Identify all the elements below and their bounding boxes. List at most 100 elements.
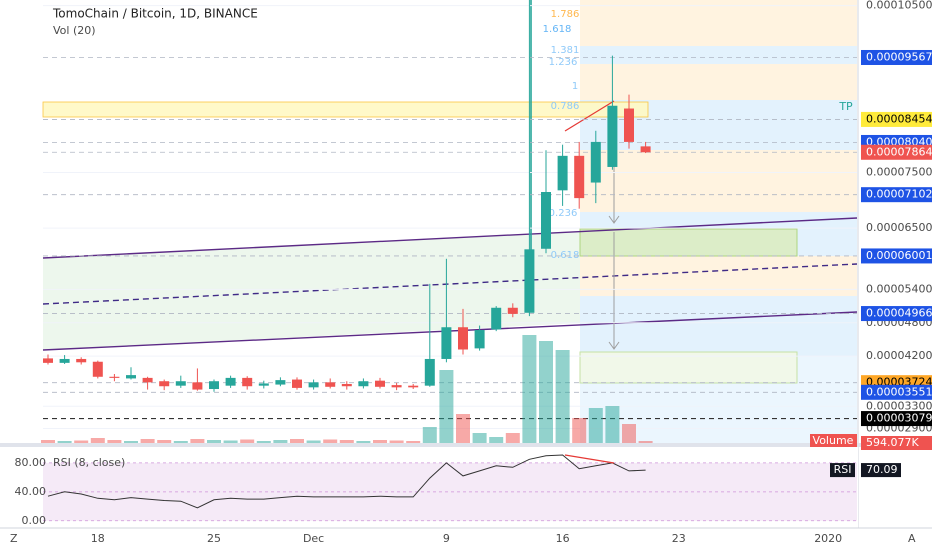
volume-bar [223, 440, 238, 443]
x-tick-label: 16 [556, 532, 570, 545]
volume-bar [472, 433, 487, 443]
candle-body [308, 382, 319, 388]
volume-bar [456, 414, 470, 443]
control-button[interactable]: Z [10, 532, 18, 545]
candle-body [375, 380, 385, 387]
volume-bar [57, 441, 72, 443]
volume [41, 335, 653, 443]
volume-bar [190, 439, 205, 443]
x-tick-label: 9 [443, 532, 450, 545]
volume-bar [622, 424, 636, 443]
level-label: 0.00007102 [866, 188, 932, 201]
candle-body [292, 379, 302, 388]
candle-body [175, 381, 186, 386]
fib-zone [580, 150, 857, 212]
chart-title: TomoChain / Bitcoin, 1D, BINANCE [52, 7, 258, 21]
divergence-line [564, 100, 615, 132]
channel-line [42, 217, 858, 259]
fib-zone [580, 256, 857, 296]
volume-bar [389, 440, 404, 443]
divergence-line [564, 454, 615, 464]
level-badge [861, 111, 932, 127]
volume-bar [638, 441, 653, 443]
level-label: 0.00003551 [866, 385, 932, 398]
fib-zone [580, 46, 857, 64]
fib-label: 1.786 [551, 9, 580, 20]
fib-label: 1.236 [549, 57, 578, 68]
candle-body [474, 330, 485, 349]
candle-body [408, 385, 419, 388]
fib-zone [580, 296, 857, 356]
candle-body [92, 361, 103, 377]
candle-body [341, 384, 352, 387]
level-badge [861, 411, 932, 427]
level-badge [861, 248, 932, 264]
y-tick-label: 0.00003300 [866, 399, 932, 412]
volume-bar [522, 335, 537, 443]
level-badge [861, 49, 932, 65]
x-tick-label: 25 [207, 532, 221, 545]
candle-body [43, 358, 53, 363]
candle-body [109, 376, 120, 378]
rsi [43, 454, 857, 522]
volume-bar [124, 441, 138, 443]
arrow-head [608, 215, 620, 224]
pane-separator [0, 443, 932, 447]
volume-bar [439, 370, 454, 443]
fib-label: 1.618 [543, 24, 572, 35]
candle-body [209, 381, 219, 390]
fib-label: 0.786 [551, 101, 580, 112]
volume-bar [539, 341, 553, 443]
volume-bar [273, 440, 288, 443]
level-label: 0.00009567 [866, 50, 932, 63]
target-box [579, 228, 798, 257]
volume-bar [339, 440, 354, 443]
channel-fill [43, 231, 580, 350]
volume-bar [505, 433, 520, 443]
level-badge [861, 144, 932, 160]
volume-bar [605, 406, 620, 443]
channel-mid [42, 263, 858, 305]
volume-bar [373, 440, 387, 443]
volume-bar [140, 439, 155, 443]
control-button[interactable]: A [908, 532, 916, 545]
volume-bar [306, 440, 321, 443]
volume-bar [323, 439, 338, 443]
fib-label: 0.618 [551, 250, 580, 261]
volume-bar [588, 408, 603, 443]
volume-bar [90, 438, 105, 443]
volume-bar [572, 418, 587, 443]
level-badge [861, 384, 932, 400]
volume-bar [489, 437, 504, 443]
volume-value-label: 594.077K [866, 436, 919, 449]
y-tick-label: 0.00006500 [866, 221, 932, 234]
y-tick-label: 0.00005400 [866, 282, 932, 295]
level-badge [861, 187, 932, 203]
level-label: 0.00007864 [866, 145, 932, 158]
rsi-title: RSI (8, close) [53, 456, 125, 469]
x-tick-label: 2020 [814, 532, 842, 545]
rsi-tick-label: 80.00 [15, 456, 47, 469]
volume-bar [240, 439, 255, 443]
y-tick-label: 0.00010500 [866, 0, 932, 12]
rsi-tick-label: 40.00 [15, 485, 47, 498]
level-badge [861, 306, 932, 322]
level-label: 0.00006001 [866, 249, 932, 262]
fib-label: 0.236 [549, 208, 578, 219]
volume-bar [356, 441, 371, 443]
candle-body [557, 155, 568, 191]
target-label: TP [838, 100, 853, 113]
candle-body [142, 377, 153, 383]
target-box [579, 351, 798, 384]
x-tick-label: 18 [91, 532, 105, 545]
volume-bar [157, 440, 172, 443]
volume-bar [107, 440, 122, 443]
candle-body [126, 375, 136, 379]
candle-body [192, 382, 203, 390]
volume-bar [41, 440, 55, 443]
volume-bar [422, 427, 437, 443]
level-label: 0.00004966 [866, 307, 932, 320]
volume-title: Vol (20) [53, 24, 96, 37]
volume-bar [555, 350, 570, 443]
